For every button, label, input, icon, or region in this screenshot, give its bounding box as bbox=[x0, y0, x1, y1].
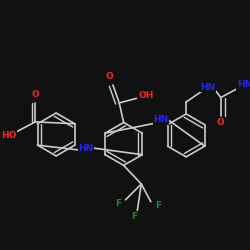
Text: O: O bbox=[106, 72, 114, 81]
Text: O: O bbox=[217, 118, 225, 127]
Text: HN: HN bbox=[237, 80, 250, 90]
Text: HO: HO bbox=[1, 131, 16, 140]
Text: O: O bbox=[32, 90, 39, 99]
Text: HN: HN bbox=[78, 144, 94, 152]
Text: F: F bbox=[115, 199, 121, 208]
Text: F: F bbox=[155, 201, 161, 210]
Text: OH: OH bbox=[138, 91, 154, 100]
Text: HN: HN bbox=[153, 115, 168, 124]
Text: F: F bbox=[131, 212, 137, 221]
Text: HN: HN bbox=[200, 83, 216, 92]
